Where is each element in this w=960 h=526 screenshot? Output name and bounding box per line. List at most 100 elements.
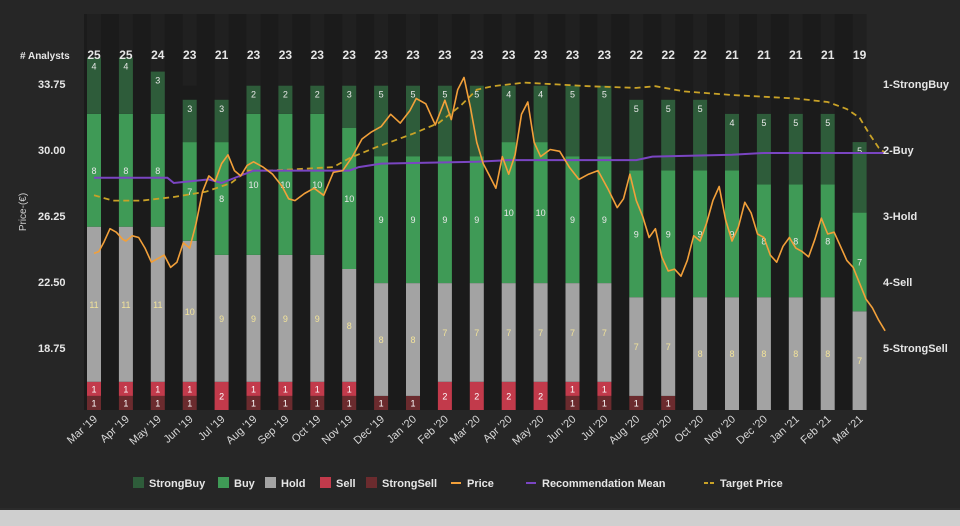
analyst-count: 23 (598, 48, 612, 62)
bar-segment-buy (278, 113, 293, 255)
bar-segment-sell (437, 381, 452, 410)
legend-swatch (133, 477, 144, 488)
bar-background (469, 14, 484, 86)
bar-segment-sell (501, 381, 516, 410)
x-tick-label: Mar '20 (448, 413, 483, 446)
bar-value-label: 2 (251, 90, 256, 100)
analyst-count: 22 (630, 48, 644, 62)
bar-background (150, 14, 165, 72)
bar-value-label: 1 (155, 384, 160, 394)
y-tick-labels: 33.75 30.00 26.25 22.50 18.75 (38, 79, 66, 355)
bar-segment-hold (214, 254, 229, 382)
bar-value-label: 9 (379, 215, 384, 225)
legend-swatch (218, 477, 229, 488)
bar-segment-strongbuy (469, 85, 484, 157)
bar-background (87, 14, 101, 58)
bar-segment-buy (437, 156, 452, 284)
bar-value-label: 7 (442, 328, 447, 338)
bar-value-label: 5 (698, 104, 703, 114)
x-tick-label: Apr '19 (98, 413, 132, 445)
bar-segment-sell (150, 381, 165, 396)
analyst-count: 23 (343, 48, 357, 62)
bar-value-label: 7 (857, 257, 862, 267)
bar-segment-hold (533, 283, 548, 382)
bar-value-label: 7 (474, 328, 479, 338)
bar-segment-strongbuy (788, 113, 803, 185)
bar-segment-buy (533, 142, 548, 284)
bar-value-label: 1 (187, 384, 192, 394)
x-tick-label: Dec '19 (352, 413, 387, 447)
bar-value-label: 4 (91, 62, 96, 72)
bar-segment-strongbuy (437, 85, 452, 157)
bar-background (788, 14, 803, 114)
bar-segment-sell (310, 381, 325, 396)
bar-value-label: 8 (761, 236, 766, 246)
bar-segment-buy (693, 170, 708, 298)
bar-value-label: 8 (825, 349, 830, 359)
x-tick-label: Jan '20 (385, 413, 419, 445)
bar-value-label: 5 (379, 90, 384, 100)
bar-segment-hold (756, 297, 771, 410)
bar-value-label: 8 (155, 166, 160, 176)
bar-background (661, 14, 676, 100)
x-tick-label: Sep '20 (639, 413, 675, 447)
analyst-ratings-chart: Price-(€) # Analysts 33.75 30.00 26.25 22.5… (18, 14, 950, 490)
bar-segment-hold (342, 269, 357, 382)
bar-segment-strongbuy (725, 113, 739, 171)
x-tick-label: Mar '19 (65, 413, 100, 446)
bar-value-label: 1 (602, 384, 607, 394)
bar-value-label: 5 (666, 104, 671, 114)
rating-bars: 1111841111841111831110732983119102119102… (87, 14, 867, 410)
bar-background (118, 14, 133, 58)
analyst-count: 21 (821, 48, 835, 62)
bar-segment-buy (374, 156, 389, 284)
legend-swatch (366, 477, 377, 488)
bar-value-label: 4 (538, 90, 543, 100)
bar-value-label: 8 (347, 321, 352, 331)
x-tick-label: Jan '21 (768, 413, 802, 445)
x-tick-label: May '20 (510, 413, 546, 447)
x-tick-label: Oct '19 (290, 413, 324, 445)
bar-value-label: 1 (187, 398, 192, 408)
bar-segment-hold (437, 283, 452, 382)
bar-value-label: 8 (793, 236, 798, 246)
analyst-count: 23 (279, 48, 293, 62)
bar-segment-strongbuy (629, 99, 644, 171)
bar-segment-buy (629, 170, 644, 298)
bar-value-label: 2 (315, 90, 320, 100)
bar-value-label: 10 (504, 208, 514, 218)
bar-segment-strongbuy (693, 99, 708, 171)
bar-value-label: 7 (666, 342, 671, 352)
bar-value-label: 2 (442, 391, 447, 401)
bar-value-label: 1 (91, 398, 96, 408)
bar-segment-buy (661, 170, 676, 298)
bar-segment-strongsell (182, 395, 197, 410)
bar-segment-strongbuy (661, 99, 676, 171)
bar-background (406, 14, 420, 86)
bar-value-label: 8 (761, 349, 766, 359)
x-tick-label: Mar '21 (831, 413, 866, 446)
bar-value-label: 10 (185, 307, 195, 317)
legend-label: Price (467, 478, 494, 490)
legend-swatch (320, 477, 331, 488)
bar-value-label: 10 (536, 208, 546, 218)
bar-segment-hold (374, 283, 389, 396)
bar-value-label: 8 (825, 236, 830, 246)
bar-value-label: 1 (347, 398, 352, 408)
bar-value-label: 5 (570, 90, 575, 100)
y-tick-label: 33.75 (38, 79, 66, 91)
bar-value-label: 8 (219, 194, 224, 204)
analyst-count: 25 (87, 48, 101, 62)
bar-segment-sell (87, 381, 101, 396)
analyst-count: 25 (119, 48, 133, 62)
bar-value-label: 2 (219, 391, 224, 401)
bar-value-label: 5 (602, 90, 607, 100)
bar-value-label: 1 (251, 384, 256, 394)
bar-segment-hold (629, 297, 644, 396)
y-axis-label: Price-(€) (18, 193, 29, 231)
bar-value-label: 3 (187, 104, 192, 114)
bar-segment-strongbuy (565, 85, 580, 157)
bar-segment-strongbuy (852, 142, 867, 213)
bar-segment-strongbuy (342, 85, 357, 128)
bar-segment-hold (469, 283, 484, 382)
